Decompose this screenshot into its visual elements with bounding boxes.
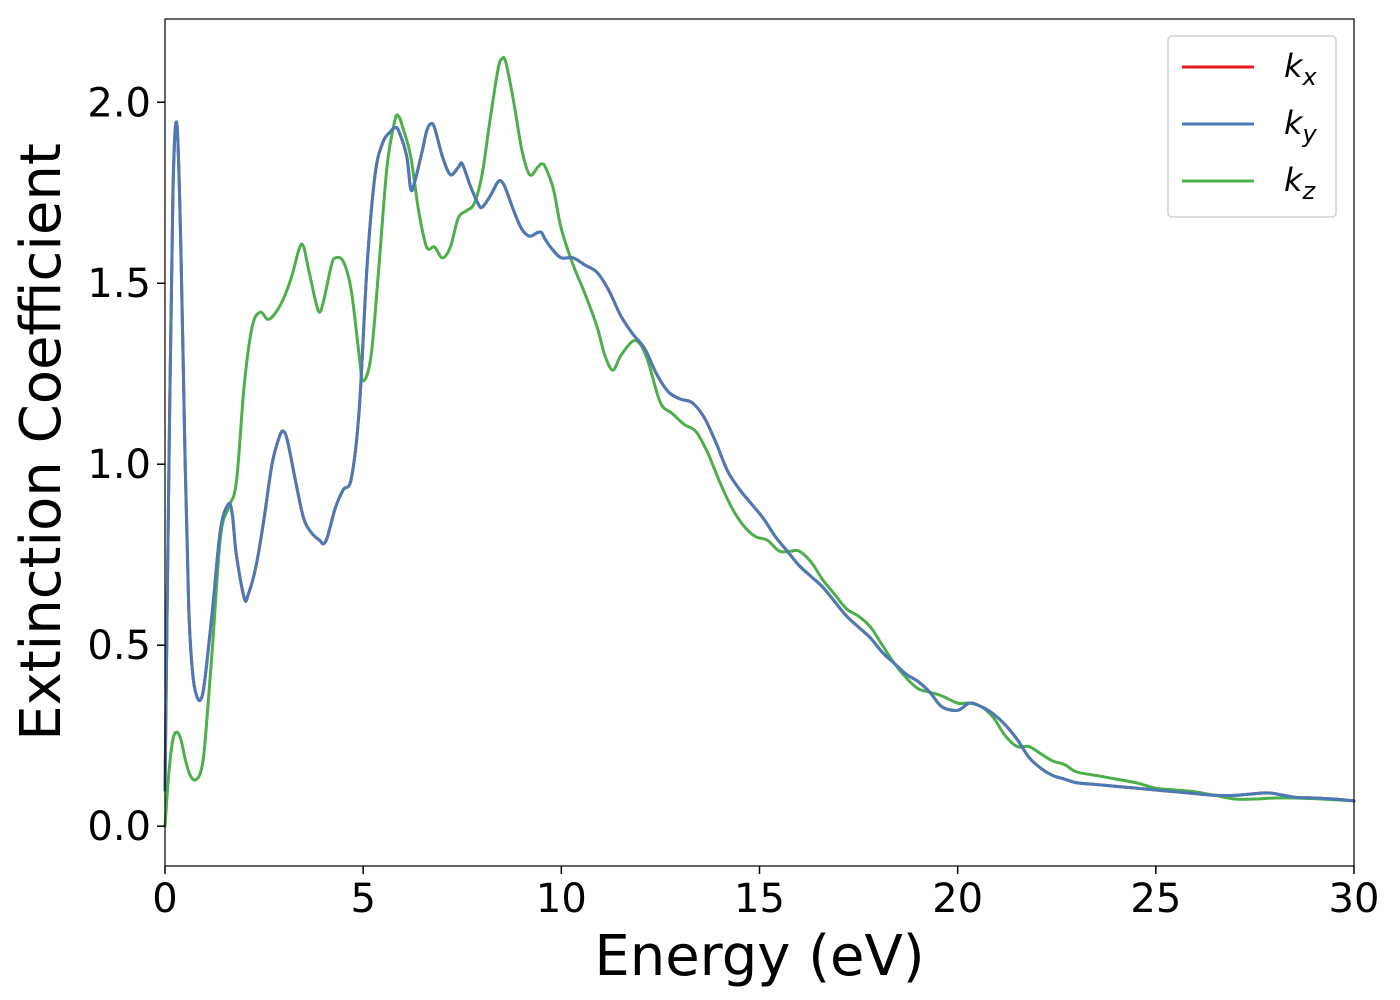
legend-label-kx: kx <box>1284 47 1318 91</box>
y-tick-label: 0.0 <box>87 804 151 850</box>
x-tick-label: 20 <box>932 876 983 922</box>
plot-background <box>165 19 1354 866</box>
series-line-ky <box>163 120 1356 803</box>
y-tick-label: 1.0 <box>87 442 151 488</box>
x-axis-ticks: 0 5 10 15 20 25 30 <box>152 866 1379 922</box>
legend-label-ky: ky <box>1284 104 1318 148</box>
y-tick-label: 1.5 <box>87 261 151 307</box>
x-tick-label: 15 <box>734 876 785 922</box>
legend-label-kz: kz <box>1284 161 1317 205</box>
y-tick-label: 0.5 <box>87 623 151 669</box>
series-line-kz <box>163 55 1356 828</box>
x-tick-label: 25 <box>1130 876 1181 922</box>
x-tick-label: 0 <box>152 876 177 922</box>
x-axis-title: Energy (eV) <box>594 924 924 989</box>
series-lines <box>163 55 1356 828</box>
x-tick-label: 5 <box>350 876 375 922</box>
y-tick-label: 2.0 <box>87 80 151 126</box>
y-axis-title: Extinction Coefficient <box>9 143 74 741</box>
legend-box <box>1167 35 1337 218</box>
legend: kx ky kz <box>1167 35 1337 218</box>
y-axis-ticks: 0.0 0.5 1.0 1.5 2.0 <box>87 80 165 850</box>
x-tick-label: 30 <box>1329 876 1380 922</box>
x-tick-label: 10 <box>536 876 587 922</box>
